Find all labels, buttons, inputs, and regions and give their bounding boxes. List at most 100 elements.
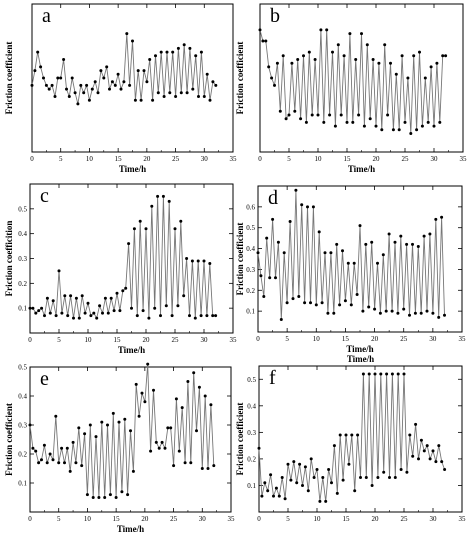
data-point [142,69,146,73]
panel-label: f [269,367,276,389]
data-point [160,440,164,444]
data-point [333,124,337,128]
data-point [157,446,161,450]
data-point [408,313,411,317]
y-tick-label: 0.5 [247,376,256,384]
data-point [60,311,64,315]
panel-label: a [42,5,51,27]
data-point [390,309,394,313]
data-point [277,494,281,498]
data-point [288,220,292,223]
y-tick-label: 0.2 [247,455,256,463]
plot-frame [259,3,464,153]
data-point [66,314,70,318]
data-point [376,261,379,265]
data-point [365,43,369,47]
data-point [63,294,67,298]
x-axis-title: Time/h [348,164,375,174]
data-point [82,91,86,95]
data-point [132,227,136,231]
data-point [42,76,45,80]
panel-f: 0 5 10 15 20 25 30 35 0.1 0.2 0.3 0.4 0.5 Time/h Frict… [235,354,466,523]
data-point [80,464,84,468]
data-point [145,80,149,84]
data-point [431,449,435,453]
data-point [309,301,312,305]
data-point [103,496,107,499]
data-point [377,61,381,65]
panel-c: 0 5 10 15 20 25 30 35 0.1 0.2 0.3 0.4 0.5 Time/h Frict… [4,183,237,355]
data-point [186,380,190,383]
data-point [422,449,426,453]
data-point [212,464,216,468]
data-point [148,58,152,61]
data-point [196,259,200,263]
data-point [335,242,339,246]
data-point [440,215,444,219]
data-point [370,484,374,487]
data-point [354,58,358,61]
data-point [391,128,395,132]
data-point [286,462,290,466]
data-point [438,120,442,124]
data-point [60,446,64,450]
data-point [94,435,98,439]
data-point [315,468,319,471]
data-point [422,234,426,238]
data-point [34,311,38,315]
data-point [134,382,138,386]
data-point [197,385,201,389]
data-point [159,50,163,54]
data-point [380,128,384,132]
x-tick-label: 15 [115,155,123,163]
data-point [284,117,288,121]
data-point [124,286,128,290]
data-point [257,446,261,450]
data-point [203,394,207,398]
data-point [256,251,260,255]
data-point [385,372,389,376]
y-tick-label: 0.3 [247,429,256,437]
data-point [149,449,153,453]
data-point [379,372,383,376]
x-tick-label: 0 [30,155,34,163]
data-point [161,194,165,198]
data-point [376,476,380,479]
data-point [355,293,359,296]
y-tick-label: 0.3 [246,266,255,274]
x-axis-title: Time/h [346,344,373,354]
data-point [346,261,350,265]
data-point [306,205,309,209]
x-tick-label: 0 [28,336,32,344]
data-point [293,109,297,113]
data-point [147,316,151,320]
data-point [373,307,377,311]
data-point [179,91,183,95]
data-point [303,465,307,469]
data-point [57,269,61,273]
data-point [57,461,61,465]
x-tick-label: 15 [344,155,352,163]
data-point [165,50,169,54]
data-point [169,426,173,430]
data-point [120,490,124,494]
data-point [96,91,100,95]
data-point [309,457,313,461]
data-point [191,87,195,91]
x-tick-label: 20 [371,335,379,343]
data-point [80,294,84,298]
series-line [29,364,215,498]
data-point [128,83,132,87]
x-tick-label: 25 [400,335,408,343]
data-point [314,303,318,307]
data-point [45,296,49,300]
data-point [164,304,168,308]
data-point [419,438,423,442]
x-tick-label: 35 [459,515,467,523]
x-tick-label: 10 [314,515,322,523]
data-point [180,406,184,410]
panel-label: b [270,5,280,27]
data-point [329,251,333,255]
data-point [72,316,75,320]
data-point [83,311,87,315]
